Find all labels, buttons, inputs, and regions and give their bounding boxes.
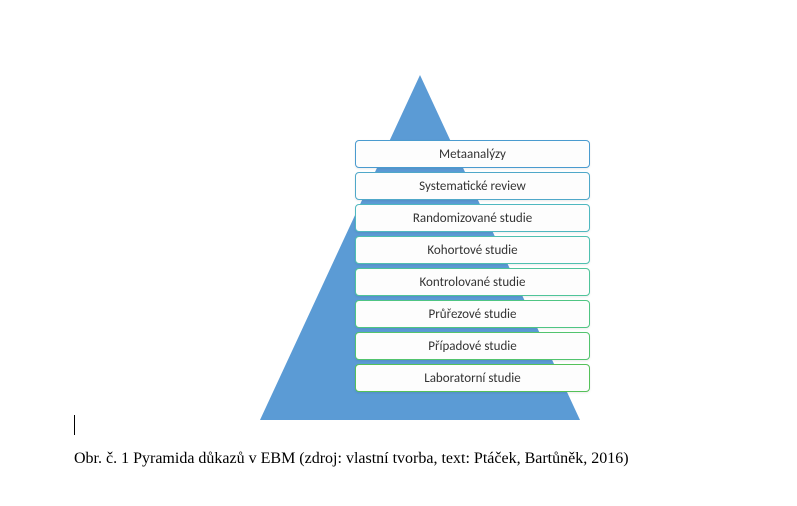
evidence-level-label: Randomizované studie — [413, 211, 532, 226]
evidence-level-item: Laboratorní studie — [355, 364, 590, 392]
evidence-level-item: Metaanalýzy — [355, 140, 590, 168]
evidence-level-label: Metaanalýzy — [439, 147, 506, 162]
evidence-levels-list: Metaanalýzy Systematické review Randomizov… — [355, 140, 590, 392]
evidence-level-label: Systematické review — [419, 179, 526, 194]
evidence-level-label: Kontrolované studie — [420, 275, 526, 290]
evidence-level-item: Kohortové studie — [355, 236, 590, 264]
evidence-level-label: Laboratorní studie — [424, 371, 521, 386]
evidence-level-label: Případové studie — [428, 339, 516, 354]
figure-caption: Obr. č. 1 Pyramida důkazů v EBM (zdroj: … — [74, 450, 629, 468]
evidence-level-label: Kohortové studie — [427, 243, 517, 258]
evidence-level-item: Případové studie — [355, 332, 590, 360]
evidence-level-label: Průřezové studie — [429, 307, 517, 322]
evidence-level-item: Systematické review — [355, 172, 590, 200]
evidence-level-item: Randomizované studie — [355, 204, 590, 232]
evidence-level-item: Kontrolované studie — [355, 268, 590, 296]
evidence-level-item: Průřezové studie — [355, 300, 590, 328]
text-cursor — [74, 415, 75, 435]
